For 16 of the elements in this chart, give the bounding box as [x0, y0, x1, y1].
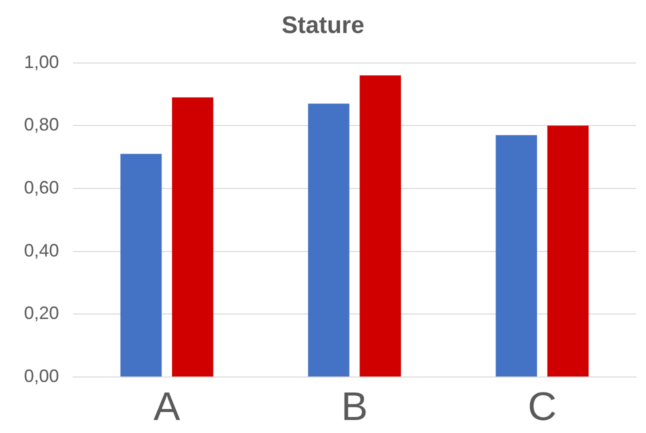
- bar: [360, 75, 401, 376]
- y-tick-label: 0,00: [24, 366, 60, 386]
- bar: [308, 104, 350, 376]
- chart-title: Stature: [282, 12, 364, 40]
- y-tick-label: 0,60: [24, 177, 60, 198]
- y-tick-label: 0,40: [24, 240, 60, 260]
- x-tick-label: A: [154, 385, 181, 430]
- bar: [547, 126, 589, 376]
- bar: [120, 154, 162, 376]
- bar: [172, 97, 214, 376]
- y-tick-label: 0,20: [24, 303, 60, 324]
- y-tick-label: 0,80: [24, 114, 60, 135]
- bar: [496, 135, 538, 376]
- x-tick-label: C: [528, 385, 557, 430]
- y-tick-label: 1,00: [24, 52, 60, 72]
- x-tick-label: B: [341, 385, 368, 430]
